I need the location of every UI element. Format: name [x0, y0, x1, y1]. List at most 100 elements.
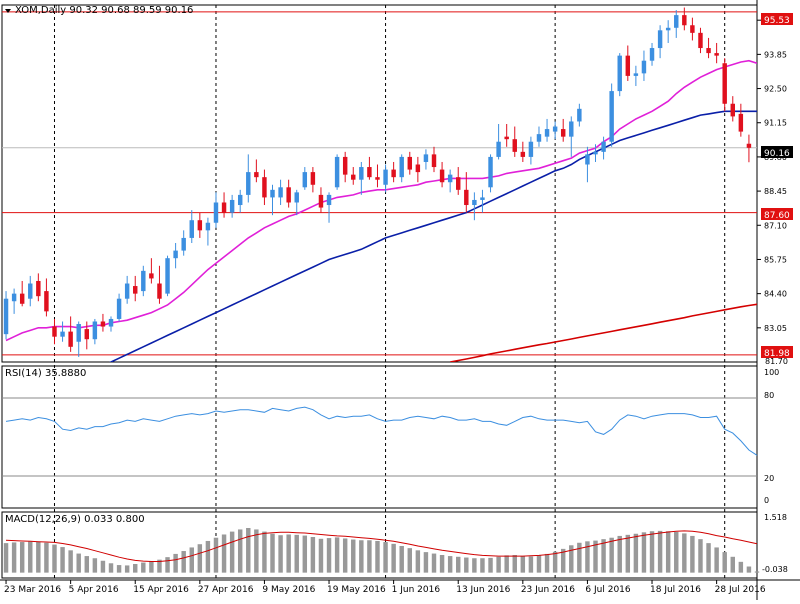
- macd-histogram-bar: [92, 558, 98, 573]
- candle-body: [415, 164, 421, 173]
- macd-histogram-bar: [278, 535, 283, 573]
- macd-histogram-bar: [577, 542, 582, 573]
- x-tick-label: 15 Apr 2016: [133, 585, 189, 595]
- candle-body: [11, 293, 17, 302]
- macd-histogram-bar: [456, 556, 461, 573]
- rsi-tick-80: 80: [764, 391, 774, 400]
- macd-histogram-bar: [116, 565, 122, 573]
- candle-body: [76, 324, 81, 342]
- candle-body: [237, 194, 243, 206]
- candle-body: [326, 194, 332, 206]
- rsi-tick-20: 20: [764, 474, 774, 483]
- macd-histogram-bar: [19, 542, 25, 573]
- candle-body: [738, 113, 744, 132]
- candle-body: [278, 187, 283, 198]
- macd-histogram-bar: [560, 548, 566, 573]
- macd-histogram-bar: [294, 534, 299, 573]
- macd-histogram-bar: [593, 540, 598, 573]
- low-label-box: [761, 346, 793, 358]
- macd-histogram-bar: [544, 553, 550, 573]
- candle-body: [334, 156, 340, 188]
- candle-body: [318, 194, 324, 208]
- candle-body: [488, 156, 493, 188]
- macd-histogram-bar: [415, 550, 421, 573]
- macd-histogram-bar: [84, 556, 90, 573]
- candle-body: [609, 91, 614, 142]
- x-tick-label: 19 May 2016: [327, 585, 386, 595]
- candle-body: [60, 331, 65, 337]
- candle-body: [730, 103, 735, 117]
- x-tick-label: 23 Jun 2016: [521, 585, 575, 595]
- macd-histogram-bar: [633, 533, 639, 573]
- macd-histogram-bar: [520, 556, 526, 573]
- candle-body: [19, 293, 25, 304]
- candle-body: [351, 174, 356, 180]
- candle-body: [552, 126, 558, 132]
- macd-histogram-bar: [738, 561, 744, 573]
- candle-body: [706, 48, 711, 54]
- macd-histogram-bar: [141, 562, 146, 573]
- candle-body: [302, 172, 308, 188]
- macd-histogram-bar: [375, 540, 380, 573]
- macd-histogram-bar: [439, 554, 445, 573]
- support-label-box: [761, 208, 793, 220]
- candle-body: [665, 27, 671, 31]
- macd-histogram-bar: [302, 535, 308, 573]
- macd-histogram-bar: [28, 541, 33, 573]
- candle-body: [359, 167, 364, 180]
- resistance-label-box: [761, 13, 793, 25]
- macd-histogram-bar: [447, 556, 453, 573]
- candle-body: [221, 202, 227, 213]
- macd-histogram-bar: [262, 531, 267, 573]
- candle-body: [528, 141, 534, 157]
- support-label: 87.60: [764, 211, 790, 221]
- candle-body: [383, 169, 388, 185]
- candle-body: [633, 73, 639, 76]
- macd-histogram-bar: [3, 543, 9, 573]
- candle-body: [585, 154, 590, 165]
- price-bottom-tick: 81.70: [765, 357, 788, 366]
- candle-body: [52, 326, 57, 337]
- candle-body: [714, 53, 719, 56]
- rsi-line: [5, 406, 758, 456]
- macd-histogram-bar: [423, 552, 429, 573]
- candle-body: [36, 280, 41, 297]
- candle-body: [399, 156, 404, 178]
- macd-histogram-bar: [504, 555, 509, 573]
- macd-histogram-bar: [552, 551, 558, 573]
- candle-body: [560, 129, 566, 137]
- symbol-dropdown-icon[interactable]: [5, 9, 11, 13]
- candle-body: [173, 250, 178, 259]
- candle-body: [391, 169, 396, 178]
- macd-histogram-bar: [682, 533, 687, 573]
- candle-body: [133, 286, 138, 294]
- macd-histogram-bar: [585, 541, 590, 573]
- macd-histogram-bar: [399, 546, 404, 573]
- candle-body: [205, 222, 211, 231]
- macd-histogram-bar: [730, 556, 735, 573]
- macd-histogram-bar: [254, 529, 259, 573]
- candle-body: [544, 129, 550, 137]
- candle-body: [367, 167, 372, 178]
- macd-histogram-bar: [165, 557, 170, 573]
- macd-histogram-bar: [625, 534, 631, 573]
- macd-histogram-bar: [205, 540, 211, 573]
- candle-body: [407, 156, 413, 170]
- candle-body: [536, 134, 542, 142]
- macd-histogram-bar: [237, 529, 243, 573]
- candle-body: [625, 55, 631, 76]
- candle-body: [141, 270, 146, 292]
- candle-body: [262, 177, 267, 198]
- macd-histogram-bar: [488, 557, 493, 573]
- candle-body: [294, 192, 299, 203]
- macd-bottom-tick: -0.038: [762, 565, 788, 574]
- macd-histogram-bar: [690, 535, 695, 573]
- macd-histogram-bar: [246, 528, 251, 573]
- candle-body: [165, 258, 170, 294]
- macd-histogram-bar: [173, 553, 178, 573]
- x-tick-label: 5 Apr 2016: [69, 585, 119, 595]
- candle-body: [181, 237, 186, 251]
- macd-histogram-bar: [36, 541, 41, 573]
- macd-histogram-bar: [665, 531, 671, 573]
- candle-body: [722, 63, 727, 104]
